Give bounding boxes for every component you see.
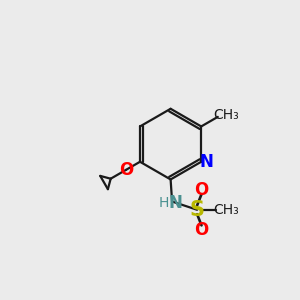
Text: S: S <box>190 200 205 220</box>
Text: H: H <box>159 196 169 210</box>
Text: O: O <box>194 221 209 239</box>
Text: O: O <box>194 181 209 199</box>
Text: N: N <box>200 153 213 171</box>
Text: CH₃: CH₃ <box>213 203 239 217</box>
Text: O: O <box>119 161 133 179</box>
Text: N: N <box>169 194 183 212</box>
Text: CH₃: CH₃ <box>213 108 239 122</box>
